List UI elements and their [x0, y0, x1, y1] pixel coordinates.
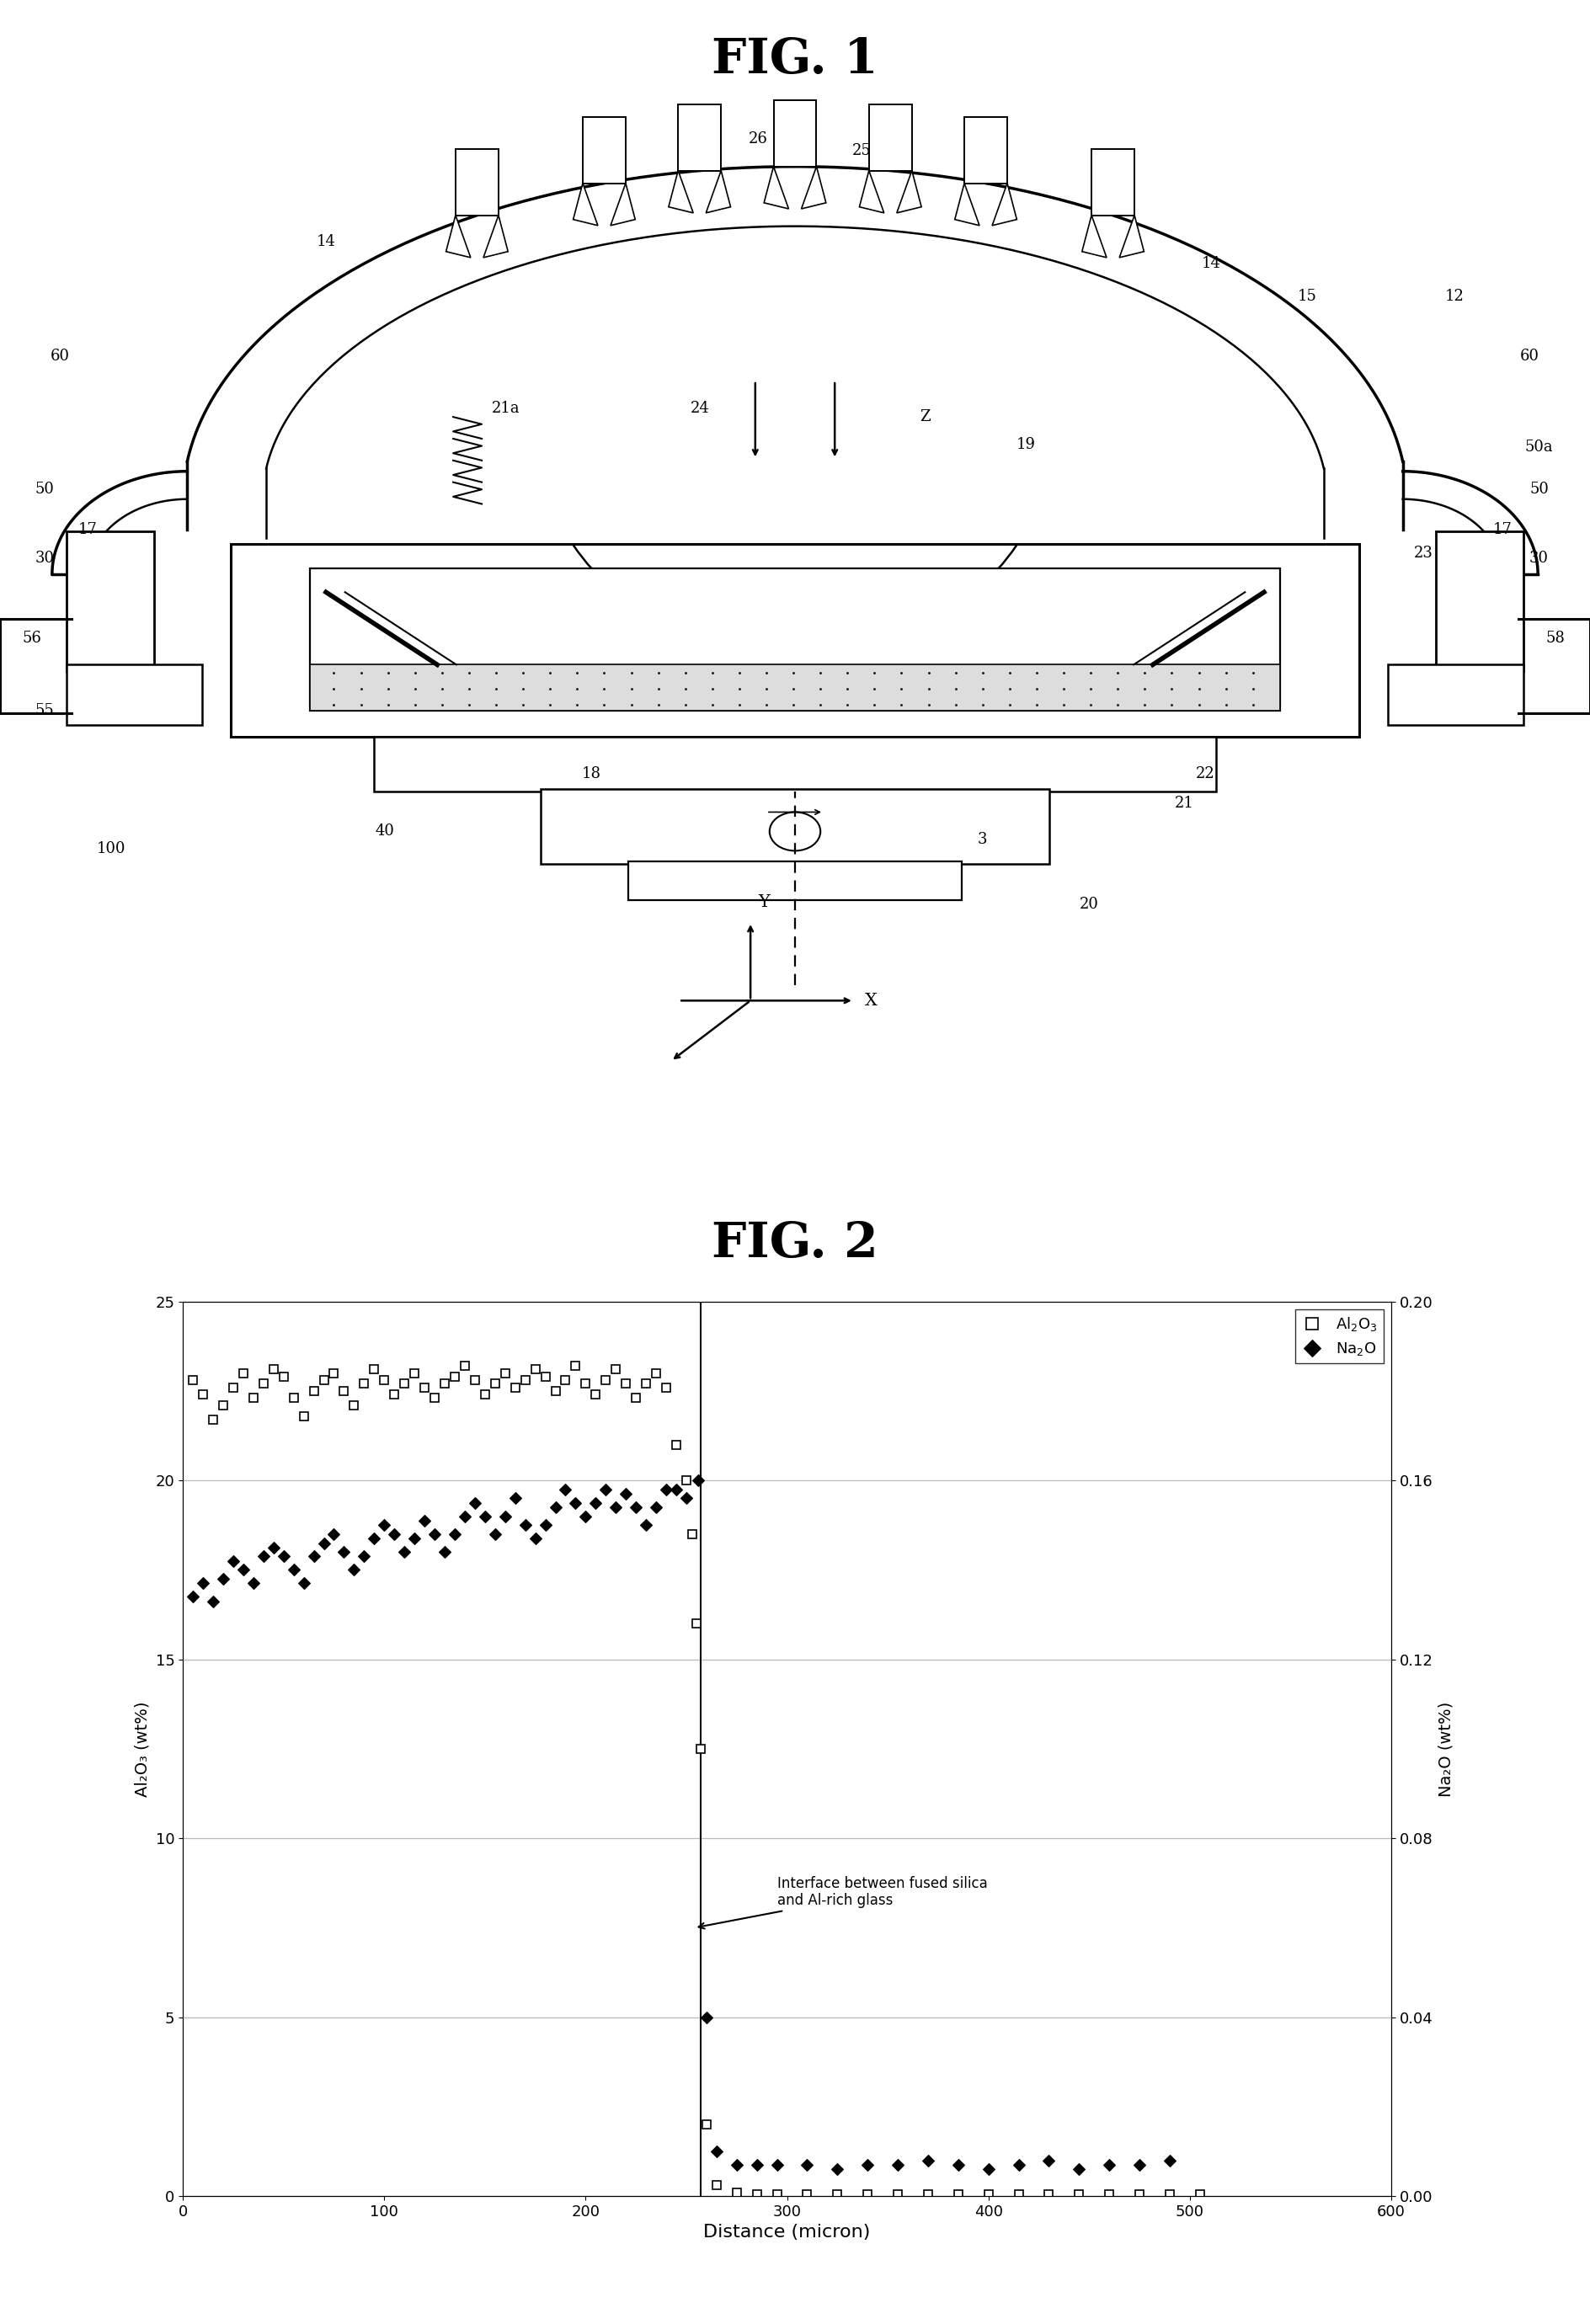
Bar: [1436, 532, 1523, 672]
Bar: [628, 862, 962, 899]
Polygon shape: [897, 170, 921, 214]
Bar: [541, 790, 1049, 865]
Bar: [679, 105, 722, 170]
Text: 15: 15: [1297, 288, 1317, 304]
X-axis label: Distance (micron): Distance (micron): [703, 2224, 871, 2240]
Text: 21: 21: [1175, 797, 1194, 811]
Bar: [67, 532, 154, 672]
Bar: [310, 665, 1280, 711]
Bar: [1388, 665, 1523, 725]
Text: Y: Y: [758, 895, 770, 911]
Bar: [231, 544, 1359, 737]
Text: 20: 20: [1080, 897, 1099, 911]
Text: 23: 23: [1414, 546, 1433, 560]
Text: FIG. 1: FIG. 1: [712, 37, 878, 84]
Legend: Al$_2$O$_3$, Na$_2$O: Al$_2$O$_3$, Na$_2$O: [1294, 1308, 1383, 1364]
Bar: [964, 116, 1008, 184]
Polygon shape: [992, 184, 1018, 225]
Bar: [374, 737, 1216, 792]
Text: 19: 19: [1016, 437, 1035, 453]
Bar: [870, 105, 913, 170]
Text: 50: 50: [1530, 481, 1549, 497]
Text: 26: 26: [749, 132, 768, 146]
Polygon shape: [801, 167, 827, 209]
Text: 30: 30: [1530, 551, 1549, 567]
Text: 100: 100: [97, 841, 126, 855]
Y-axis label: Na₂O (wt%): Na₂O (wt%): [1437, 1701, 1453, 1796]
Polygon shape: [765, 167, 789, 209]
Text: 3: 3: [978, 832, 987, 848]
Text: 14: 14: [316, 235, 335, 249]
Text: Z: Z: [921, 409, 930, 425]
Text: 12: 12: [1445, 288, 1464, 304]
Bar: [1091, 149, 1135, 216]
Text: 17: 17: [78, 521, 97, 537]
Polygon shape: [1119, 216, 1143, 258]
Bar: [310, 567, 1280, 711]
Text: 40: 40: [375, 823, 394, 839]
Text: X: X: [865, 992, 878, 1009]
Polygon shape: [611, 184, 634, 225]
Bar: [67, 665, 202, 725]
Polygon shape: [445, 216, 471, 258]
Text: FIG. 2: FIG. 2: [712, 1220, 878, 1267]
Bar: [582, 116, 626, 184]
Polygon shape: [572, 184, 598, 225]
Text: 56: 56: [22, 630, 41, 646]
Text: 50: 50: [35, 481, 54, 497]
Polygon shape: [483, 216, 509, 258]
Text: 30: 30: [35, 551, 54, 567]
Text: Interface between fused silica
and Al-rich glass: Interface between fused silica and Al-ri…: [698, 1875, 987, 1929]
Text: 50a: 50a: [1525, 439, 1553, 456]
Text: 14: 14: [1202, 256, 1221, 272]
Polygon shape: [859, 170, 884, 214]
Polygon shape: [954, 184, 979, 225]
Text: 55: 55: [35, 702, 54, 718]
Text: 17: 17: [1493, 521, 1512, 537]
Text: 24: 24: [690, 400, 709, 416]
Text: 25: 25: [852, 144, 871, 158]
Text: 22: 22: [1196, 767, 1215, 781]
Text: 60: 60: [1520, 349, 1539, 365]
Text: 60: 60: [51, 349, 70, 365]
Polygon shape: [706, 170, 731, 214]
Y-axis label: Al₂O₃ (wt%): Al₂O₃ (wt%): [135, 1701, 151, 1796]
Bar: [774, 100, 817, 167]
Text: 58: 58: [1545, 630, 1565, 646]
Polygon shape: [1083, 216, 1107, 258]
Text: 18: 18: [582, 767, 601, 781]
Bar: [456, 149, 499, 216]
Text: 21a: 21a: [491, 400, 520, 416]
Polygon shape: [669, 170, 693, 214]
